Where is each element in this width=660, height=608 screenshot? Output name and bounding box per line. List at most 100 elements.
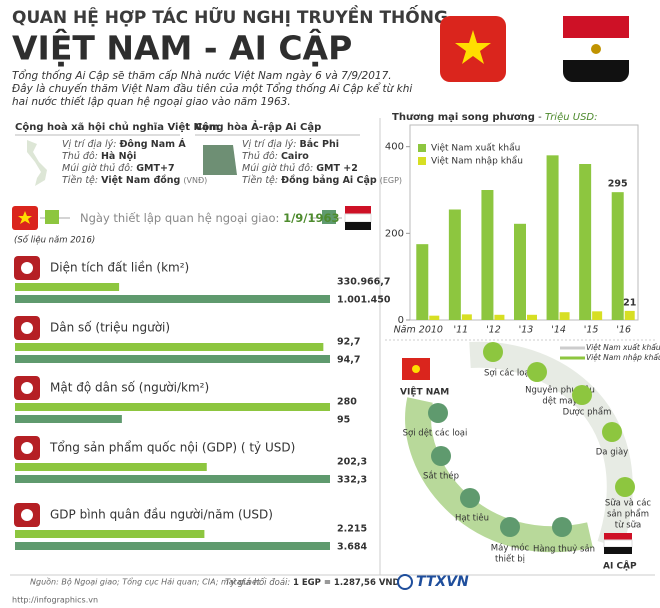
bar	[429, 315, 440, 320]
fact-value: Hà Nội	[101, 151, 136, 162]
flag-star	[18, 211, 32, 224]
logo: TTXVN	[416, 574, 469, 590]
value-label: 94,7	[337, 355, 360, 366]
x-tick-label: '15	[584, 325, 599, 336]
bar	[15, 355, 330, 363]
relation-bg	[70, 208, 310, 228]
bar	[546, 155, 559, 320]
flag-egypt-diagram	[603, 539, 633, 548]
item-icon	[572, 385, 592, 405]
fact-value: GMT +2	[316, 163, 358, 174]
fact-label: Thủ đô:	[242, 151, 278, 162]
bar	[481, 190, 494, 320]
value-label: 92,7	[337, 337, 360, 348]
item-icon	[460, 488, 480, 508]
item-label: Sợi dệt các loại	[403, 428, 468, 439]
bar	[461, 314, 472, 320]
intro: Đây là chuyến thăm Việt Nam đầu tiên của…	[12, 82, 412, 95]
chart-title: Thương mại song phương	[392, 112, 535, 123]
flag-egypt-small	[345, 222, 371, 230]
value-label: 3.684	[337, 542, 367, 553]
value-label: 332,3	[337, 475, 367, 486]
country-fact: Múi giờ thủ đô: GMT+7	[62, 163, 175, 174]
legend-label: Việt Nam xuất khẩu	[431, 143, 520, 154]
data-note: (Số liệu năm 2016)	[14, 235, 95, 246]
item-label: Da giày	[596, 448, 628, 458]
value-label: 2.215	[337, 524, 367, 535]
y-tick-label: 200	[385, 228, 404, 239]
fact-label: Thủ đô:	[62, 151, 98, 162]
country-fact: Vị trí địa lý: Đông Nam Á	[62, 138, 186, 150]
item-label: Máy móc	[491, 543, 530, 554]
x-tick-label: '16	[616, 325, 631, 336]
bar	[15, 530, 205, 538]
country-fact: Thủ đô: Cairo	[242, 151, 309, 162]
fact-label: Tiền tệ:	[62, 175, 98, 186]
bar	[611, 192, 624, 320]
bar	[514, 223, 526, 320]
bar	[15, 415, 122, 423]
origin: VIỆT NAM	[400, 387, 449, 398]
fact-value: Bắc Phi	[299, 139, 339, 150]
item-label: thiết bị	[495, 554, 525, 565]
flag-vietnam	[440, 16, 506, 82]
icon	[21, 322, 33, 334]
flag-egypt	[563, 16, 629, 82]
item-icon	[428, 403, 448, 423]
value-label: 280	[337, 397, 357, 408]
country-fact: Tiền tệ: Việt Nam đồng (VNĐ)	[62, 175, 207, 186]
sources: Nguồn: Bộ Ngoại giao; Tổng cục Hải quan;…	[30, 577, 261, 587]
fact-label: Múi giờ thủ đô:	[62, 163, 133, 174]
bar	[15, 283, 120, 291]
legend-label: Việt Nam nhập khẩu	[431, 156, 523, 167]
fact-label: Vị trí địa lý:	[62, 139, 116, 150]
diagram-legend: Việt Nam xuất khẩu	[586, 343, 660, 352]
value-label: 1.001.450	[337, 295, 391, 306]
bar	[416, 244, 429, 320]
url: http://infographics.vn	[12, 596, 98, 605]
compare-title: Tổng sản phẩm quốc nội (GDP) ( tỷ USD)	[49, 441, 295, 455]
item-icon	[527, 362, 547, 382]
fact-value: Đông Nam Á	[119, 138, 186, 150]
data-label: 21	[623, 297, 636, 308]
item-label: Sữa và các	[605, 499, 652, 509]
rate-label: Tỷ giá hối đoái:	[225, 577, 290, 588]
value-label: 95	[337, 415, 350, 426]
bar	[624, 310, 635, 320]
logo-mark	[397, 574, 413, 590]
x-tick-label: Năm 2010	[394, 325, 443, 336]
icon	[21, 442, 33, 454]
map-egypt	[203, 145, 237, 175]
icon	[21, 509, 33, 521]
map-vietnam	[27, 140, 47, 186]
diagram-legend: Việt Nam nhập khẩu	[586, 353, 660, 362]
flag-egypt-diagram	[604, 533, 632, 540]
country-fact: Tiền tệ: Đồng bảng Ai Cập (EGP)	[242, 175, 402, 186]
item-icon	[602, 422, 622, 442]
chart-subtitle: Triệu USD:	[545, 111, 598, 123]
item-icon	[483, 342, 503, 362]
fact-note: (VNĐ)	[183, 176, 207, 185]
flag-egypt-diagram	[604, 547, 632, 554]
item-icon	[500, 517, 520, 537]
x-tick-label: '14	[551, 325, 566, 336]
compare-title: GDP bình quân đầu người/năm (USD)	[50, 508, 273, 522]
item-label: Dược phẩm	[563, 407, 612, 418]
legend-swatch	[418, 144, 426, 152]
title-line1: QUAN HỆ HỢP TÁC HỮU NGHỊ TRUYỀN THỐNG	[12, 4, 448, 28]
legend-swatch	[418, 157, 426, 165]
value-label: 330.966,7	[337, 277, 391, 288]
intro: Tổng thống Ai Cập sẽ thăm cấp Nhà nước V…	[12, 69, 392, 82]
fact-value: Cairo	[281, 151, 309, 162]
item-label: từ sữa	[615, 521, 641, 531]
bar	[559, 312, 570, 320]
country-fact: Múi giờ thủ đô: GMT +2	[242, 163, 358, 174]
x-tick-label: '12	[486, 325, 501, 336]
relation-box	[45, 210, 59, 224]
item-label: Hạt tiêu	[455, 513, 489, 524]
flag-star	[412, 365, 420, 373]
arc-inner	[405, 397, 593, 553]
relation-text: Ngày thiết lập quan hệ ngoại giao: 1/9/1…	[80, 211, 340, 225]
bar	[448, 209, 461, 320]
fact-value: GMT+7	[136, 163, 174, 174]
